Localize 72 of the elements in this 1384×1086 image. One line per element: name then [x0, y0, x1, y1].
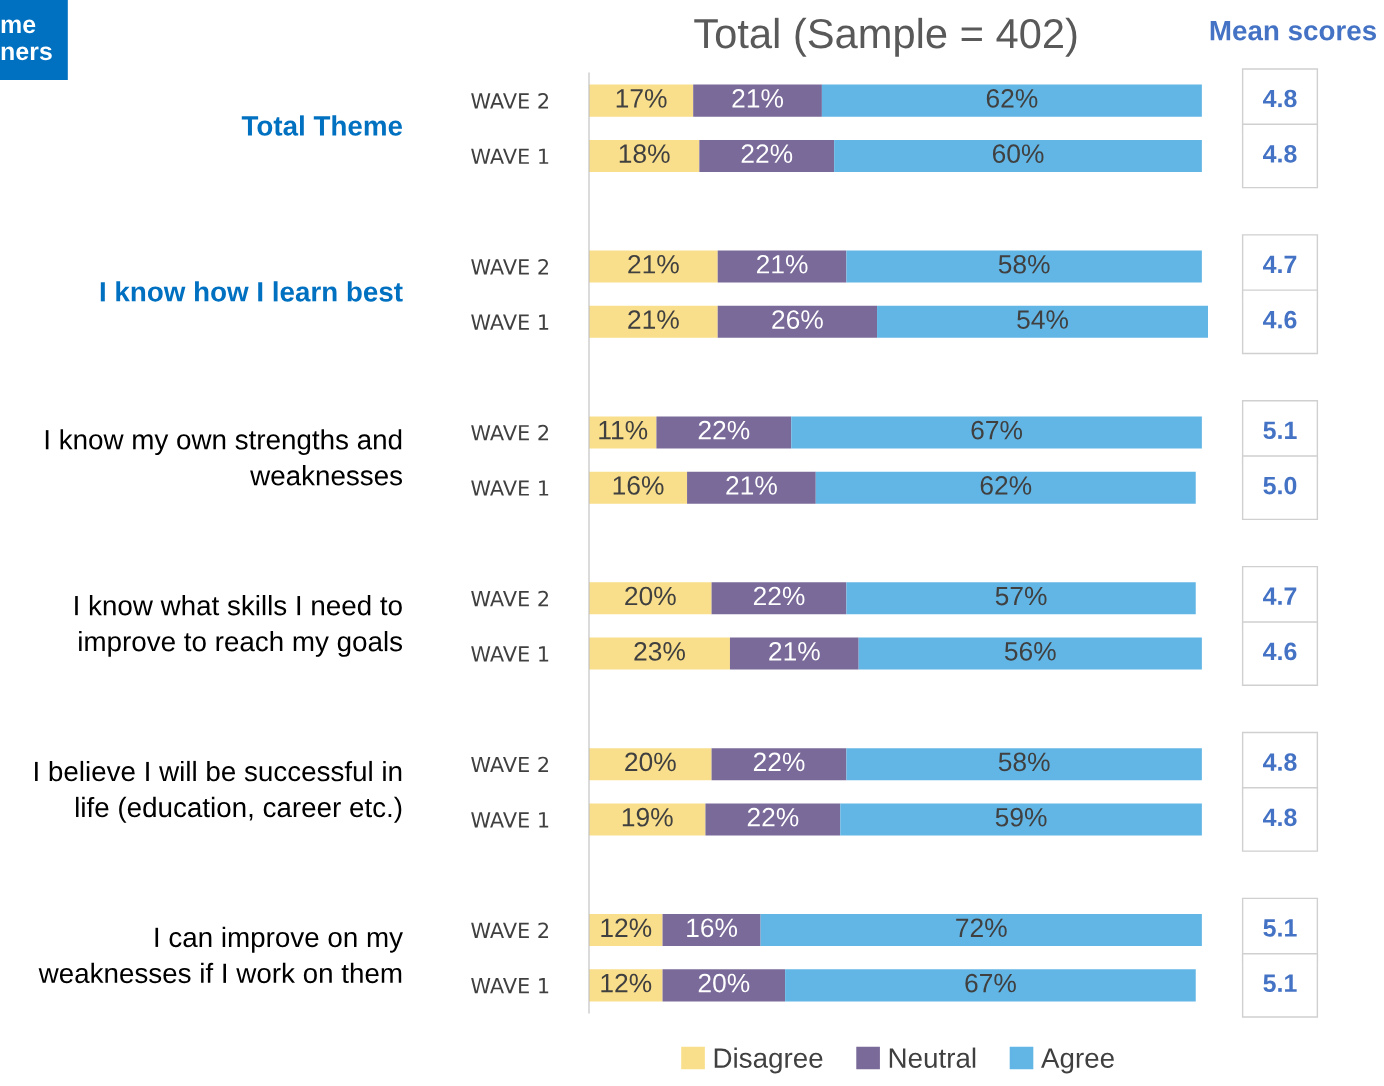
text: 4.8	[1263, 753, 1297, 771]
y-tick-label: WAVE 1	[471, 148, 549, 164]
y-tick-label: WAVE 2	[471, 590, 549, 607]
text: 5.1	[1263, 974, 1297, 993]
y-tick-label: WAVE 2	[471, 424, 549, 441]
data-label: 62%	[980, 476, 1032, 495]
legend-label: Disagree	[714, 1047, 823, 1074]
text: I can improve on my weaknesses if I work on them	[38, 926, 403, 984]
y-tick-label: WAVE 1	[471, 480, 549, 496]
data-label: 57%	[995, 586, 1047, 606]
data-label: 21%	[769, 641, 820, 661]
y-tick-label: WAVE 1	[471, 812, 549, 828]
text: I believe I will be successful in life (education, career etc.)	[35, 760, 402, 823]
text: I know my own strengths and weaknesses	[45, 429, 403, 486]
text: 5.1	[1263, 421, 1297, 440]
y-tick-label: WAVE 1	[471, 646, 549, 662]
data-label: 22%	[747, 807, 799, 827]
text: 4.7	[1263, 255, 1297, 273]
text: 4.8	[1263, 144, 1297, 163]
data-label: 21%	[726, 476, 777, 495]
data-label: 22%	[753, 586, 805, 606]
data-label: 20%	[625, 586, 676, 606]
data-label: 20%	[625, 752, 676, 772]
data-label: 11%	[599, 420, 648, 440]
y-tick-label: WAVE 2	[471, 93, 549, 109]
text: Mean scores	[1210, 21, 1377, 41]
y-tick-label: WAVE 1	[471, 978, 549, 994]
data-label: 58%	[998, 254, 1050, 274]
text: I know what skills I need to improve to reach my goals	[75, 595, 403, 657]
text: 4.8	[1263, 89, 1297, 108]
text: I know how I learn best	[100, 281, 403, 302]
data-label: 16%	[687, 918, 738, 938]
data-label: 16%	[613, 476, 664, 495]
data-label: 18%	[619, 144, 670, 164]
data-label: 72%	[956, 918, 1007, 938]
data-label: 20%	[698, 973, 750, 993]
data-label: 22%	[698, 420, 750, 440]
data-label: 54%	[1017, 310, 1068, 329]
y-tick-label: WAVE 1	[471, 314, 549, 330]
text: 4.6	[1263, 642, 1297, 661]
chart-title: Total (Sample = 402)	[694, 17, 1077, 57]
data-label: 12%	[601, 973, 652, 993]
data-label: 21%	[628, 310, 679, 329]
data-label: 26%	[772, 310, 823, 329]
text: 4.6	[1263, 310, 1297, 329]
data-label: 23%	[634, 641, 685, 661]
data-label: 56%	[1004, 641, 1056, 661]
data-label: 21%	[732, 89, 784, 108]
text: me ners	[1, 19, 52, 61]
text: 4.7	[1263, 587, 1297, 605]
data-label: 19%	[622, 807, 673, 827]
data-label: 22%	[741, 144, 793, 163]
text: 4.8	[1263, 808, 1297, 827]
data-label: 59%	[995, 807, 1047, 827]
data-label: 62%	[986, 89, 1038, 108]
data-label: 60%	[992, 144, 1044, 164]
data-label: 21%	[756, 254, 808, 274]
data-label: 58%	[998, 752, 1050, 772]
text: 5.1	[1263, 919, 1297, 937]
data-label: 12%	[601, 918, 652, 938]
text: 5.0	[1263, 476, 1297, 495]
y-tick-label: WAVE 2	[471, 258, 549, 275]
y-tick-label: WAVE 2	[471, 756, 549, 773]
y-tick-label: WAVE 2	[471, 922, 549, 938]
data-label: 22%	[753, 752, 805, 772]
text: Total Theme	[241, 115, 403, 136]
legend-label: Neutral	[889, 1047, 976, 1068]
data-label: 67%	[965, 973, 1016, 993]
data-label: 21%	[628, 254, 679, 274]
data-label: 17%	[616, 89, 667, 108]
data-label: 67%	[971, 420, 1023, 440]
legend-label: Agree	[1041, 1048, 1114, 1074]
